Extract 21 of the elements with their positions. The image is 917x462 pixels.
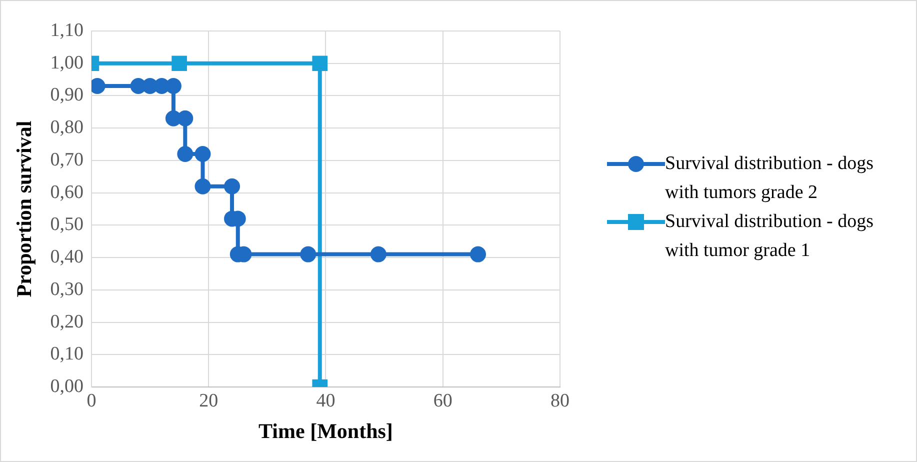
x-axis-title: Time [Months] <box>258 418 393 443</box>
y-tick-label: 1,00 <box>50 52 84 74</box>
y-tick-label: 0,70 <box>50 149 84 170</box>
y-tick-label: 1,10 <box>50 20 84 41</box>
y-tick-label: 0,10 <box>50 344 84 365</box>
y-tick-label: 0,90 <box>50 84 84 106</box>
y-tick-label: 0,50 <box>50 214 84 236</box>
y-tick-label: 0,40 <box>50 246 84 268</box>
legend-label: Survival distribution - dogs with tumors grade 2 <box>665 152 874 205</box>
legend-label: Survival distribution - dogs with tumor grade 1 <box>665 210 874 263</box>
y-tick-label: 0,00 <box>50 376 84 397</box>
x-tick-label: 60 <box>433 390 452 412</box>
y-tick-label: 0,30 <box>50 278 84 300</box>
x-tick-label: 20 <box>199 390 218 412</box>
y-axis-title: Proportion survival <box>12 120 36 298</box>
x-tick-label: 80 <box>550 390 570 412</box>
x-tick-label: 0 <box>86 390 96 412</box>
y-tick-label: 0,20 <box>50 311 84 332</box>
y-tick-label: 0,80 <box>50 117 84 138</box>
y-tick-label: 0,60 <box>50 182 84 203</box>
x-tick-label: 40 <box>316 390 336 412</box>
